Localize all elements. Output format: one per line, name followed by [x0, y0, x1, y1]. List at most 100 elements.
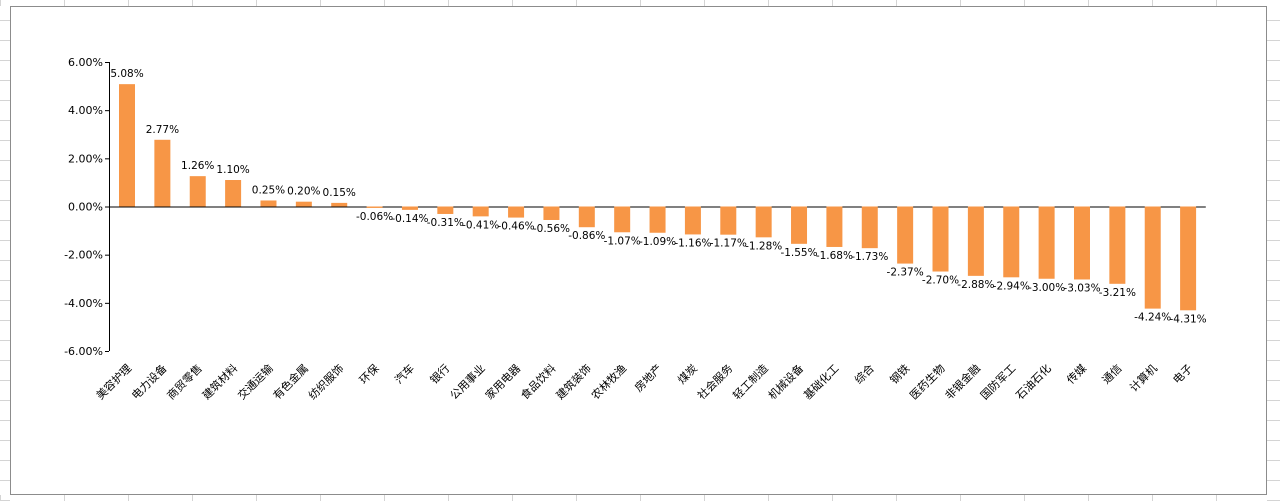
- category-label: 家用电器: [482, 361, 523, 402]
- data-label: 0.20%: [287, 186, 320, 198]
- data-label: -0.06%: [356, 211, 393, 223]
- data-label: -1.28%: [745, 240, 782, 252]
- data-label: -1.16%: [674, 237, 711, 249]
- bar[interactable]: [154, 139, 171, 207]
- bar[interactable]: [1003, 206, 1020, 278]
- data-label: -0.56%: [533, 223, 570, 235]
- category-label: 建筑装饰: [553, 361, 594, 402]
- bar[interactable]: [225, 180, 242, 207]
- data-label: -0.46%: [497, 221, 534, 233]
- bar[interactable]: [720, 206, 737, 235]
- data-label: -0.31%: [427, 217, 464, 229]
- category-label: 食品饮料: [518, 361, 559, 402]
- y-tick-label: 0.00%: [68, 201, 103, 214]
- category-label: 建筑材料: [199, 361, 240, 402]
- bar-chart: 6.00% 4.00% 2.00% 0.00% -2.00% -4.00% -6.00% 5…: [64, 56, 1207, 402]
- bar[interactable]: [1038, 206, 1055, 279]
- bar[interactable]: [119, 84, 135, 207]
- bar[interactable]: [508, 206, 525, 218]
- category-label: 轻工制造: [730, 361, 771, 402]
- data-label: -2.37%: [887, 267, 924, 279]
- bar[interactable]: [295, 201, 312, 207]
- data-label: 0.15%: [323, 187, 356, 199]
- bar[interactable]: [331, 202, 348, 207]
- bar[interactable]: [189, 176, 206, 207]
- y-tick-label: -6.00%: [64, 345, 103, 358]
- category-label: 机械设备: [765, 361, 806, 402]
- bar[interactable]: [755, 206, 772, 238]
- bar[interactable]: [791, 206, 808, 244]
- y-tick-label: -2.00%: [64, 249, 103, 262]
- data-label: -3.21%: [1099, 287, 1136, 299]
- data-label: -1.09%: [639, 236, 676, 248]
- bar[interactable]: [543, 206, 560, 220]
- y-tick-label: 4.00%: [68, 104, 103, 117]
- category-label: 银行: [427, 361, 452, 386]
- category-label: 煤炭: [675, 362, 700, 387]
- bar[interactable]: [861, 206, 878, 249]
- y-tick-label: 2.00%: [68, 152, 103, 165]
- data-label: 0.25%: [252, 184, 285, 196]
- data-labels: 5.08% 2.77% 1.26% 1.10%0.25% 0.20% 0.15%-0.06…: [110, 68, 1206, 325]
- category-label: 石油石化: [1013, 361, 1054, 402]
- chart-area[interactable]: 6.00% 4.00% 2.00% 0.00% -2.00% -4.00% -6.00% 5…: [10, 6, 1267, 495]
- chart-bars: [119, 84, 1197, 311]
- category-label: 公用事业: [448, 362, 488, 402]
- category-label: 国防军工: [977, 361, 1018, 402]
- category-label: 传媒: [1064, 362, 1089, 387]
- data-label: -1.68%: [816, 250, 853, 262]
- category-label: 商贸零售: [164, 361, 205, 402]
- y-axis-tick-labels: 6.00% 4.00% 2.00% 0.00% -2.00% -4.00% -6.00%: [64, 56, 103, 358]
- bar[interactable]: [437, 206, 454, 214]
- bar[interactable]: [614, 206, 631, 233]
- data-label: 2.77%: [146, 124, 179, 136]
- category-label: 综合: [851, 361, 876, 386]
- data-label: -0.86%: [568, 230, 605, 242]
- category-label: 电力设备: [128, 361, 169, 402]
- data-label: 5.08%: [110, 68, 143, 80]
- category-label: 电子: [1170, 362, 1195, 387]
- data-label: -1.73%: [851, 251, 888, 263]
- data-label: -2.88%: [957, 279, 994, 291]
- bar[interactable]: [826, 206, 843, 247]
- bar[interactable]: [1180, 206, 1197, 311]
- category-label: 计算机: [1127, 361, 1160, 394]
- category-label: 纺织服饰: [305, 361, 346, 402]
- data-label: 1.26%: [181, 160, 214, 172]
- y-tick-label: 6.00%: [68, 56, 103, 69]
- y-tick-label: -4.00%: [64, 297, 103, 310]
- bar[interactable]: [1109, 206, 1126, 284]
- data-label: -1.55%: [780, 247, 817, 259]
- bar[interactable]: [366, 206, 383, 208]
- bar[interactable]: [260, 200, 277, 207]
- bar[interactable]: [897, 206, 914, 264]
- bar[interactable]: [649, 206, 666, 233]
- category-label: 汽车: [392, 361, 417, 386]
- category-label: 社会服务: [694, 361, 735, 402]
- category-label: 通信: [1100, 362, 1125, 387]
- category-label: 交通运输: [235, 361, 276, 402]
- bar[interactable]: [1144, 206, 1161, 309]
- data-label: -0.41%: [462, 219, 499, 231]
- data-label: -1.07%: [604, 235, 641, 247]
- data-label: -4.31%: [1170, 313, 1207, 325]
- bar[interactable]: [472, 206, 489, 217]
- bar[interactable]: [967, 206, 984, 276]
- category-label: 医药生物: [907, 361, 948, 402]
- bar[interactable]: [578, 206, 595, 228]
- category-label: 房地产: [631, 361, 664, 394]
- bar[interactable]: [401, 206, 418, 210]
- bar[interactable]: [932, 206, 949, 272]
- bar[interactable]: [1073, 206, 1090, 280]
- bar[interactable]: [684, 206, 701, 235]
- category-label: 基础化工: [801, 361, 842, 402]
- category-label: 农林牧渔: [588, 361, 629, 402]
- data-label: -2.94%: [993, 280, 1030, 292]
- category-label: 美容护理: [93, 361, 134, 402]
- category-label: 有色金属: [270, 361, 311, 402]
- data-label: -2.70%: [922, 275, 959, 287]
- category-label: 钢铁: [888, 362, 913, 387]
- data-label: -3.00%: [1028, 282, 1065, 294]
